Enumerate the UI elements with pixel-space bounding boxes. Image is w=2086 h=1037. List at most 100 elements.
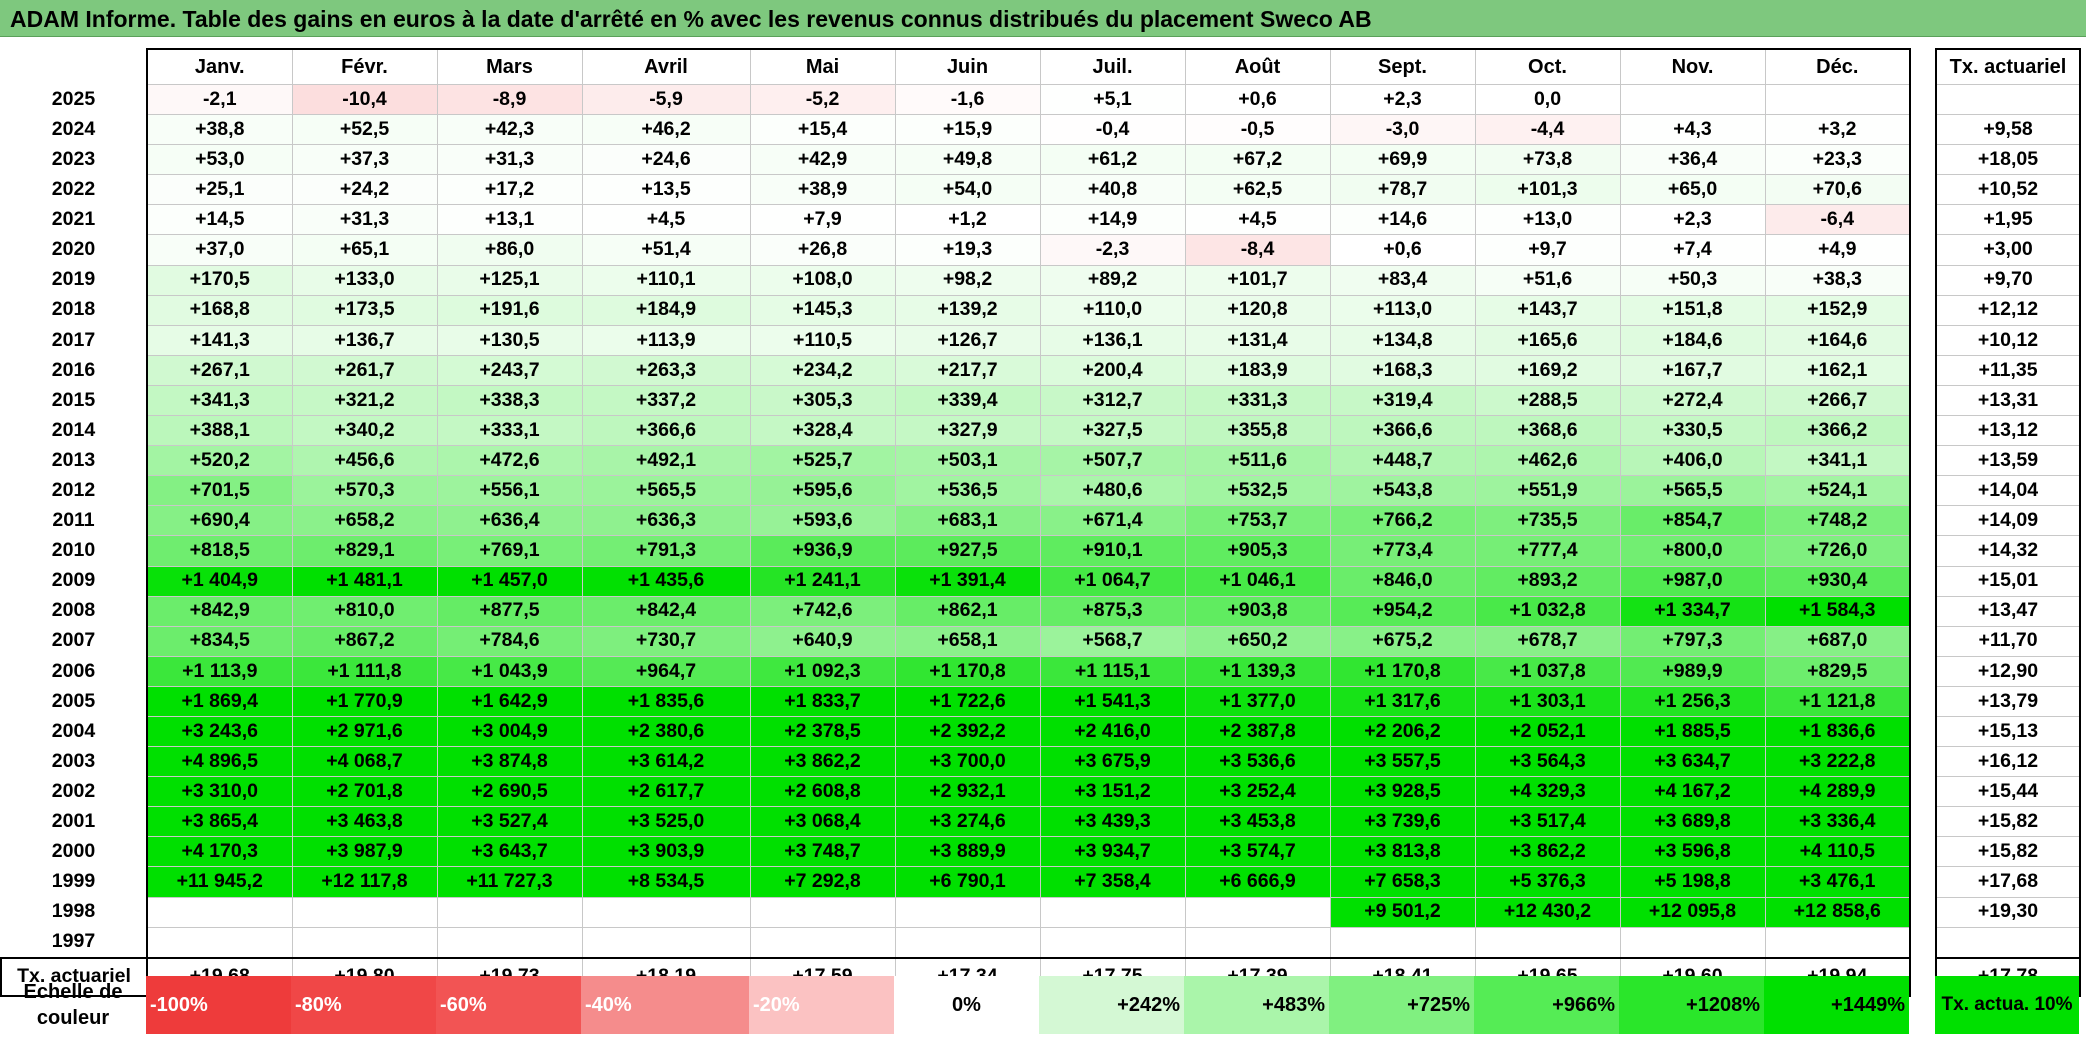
- gain-cell: [436, 896, 583, 928]
- table-row: 2007 +834,5 +867,2 +784,6 +730,7 +640,9 +658,1…: [1, 625, 2081, 657]
- gain-cell: +730,7: [581, 625, 751, 657]
- gain-cell: +8 534,5: [581, 866, 751, 898]
- annual-rate-cell: +9,58: [1935, 114, 2081, 146]
- annual-rate-cell: +13,12: [1935, 415, 2081, 447]
- month-header: Sept.: [1329, 48, 1476, 85]
- gain-cell: +766,2: [1329, 505, 1476, 537]
- gain-cell: +169,2: [1474, 354, 1621, 386]
- year-label: 2010: [51, 539, 96, 562]
- gain-cell: +101,3: [1474, 174, 1621, 206]
- gain-cell: +462,6: [1474, 445, 1621, 477]
- gain-cell: -0,5: [1184, 114, 1331, 146]
- gain-cell: +1 170,8: [894, 655, 1041, 687]
- gain-cell: +217,7: [894, 354, 1041, 386]
- gain-cell: +3 525,0: [581, 806, 751, 838]
- annual-rate-cell: +1,95: [1935, 204, 2081, 236]
- year-label: 2023: [51, 147, 96, 170]
- year-label: 2009: [51, 569, 96, 592]
- table-row: 2011 +690,4 +658,2 +636,4 +636,3 +593,6 +683,1…: [1, 505, 2081, 537]
- gain-cell: [291, 926, 438, 959]
- gain-cell: +3 643,7: [436, 836, 583, 868]
- gain-cell: +7 292,8: [749, 866, 896, 898]
- table-row: 2000 +4 170,3 +3 987,9 +3 643,7 +3 903,9 +3 7…: [1, 836, 2081, 868]
- gain-cell: +3 862,2: [1474, 836, 1621, 868]
- gain-cell: +524,1: [1764, 475, 1911, 507]
- gain-cell: +748,2: [1764, 505, 1911, 537]
- gain-cell: +797,3: [1619, 625, 1766, 657]
- gain-cell: +1 481,1: [291, 565, 438, 597]
- gain-cell: +800,0: [1619, 535, 1766, 567]
- table-row: 2012 +701,5 +570,3 +556,1 +565,5 +595,6 +536,5…: [1, 475, 2081, 507]
- spacer: [1910, 265, 1936, 296]
- gain-cell: +2 971,6: [291, 715, 438, 748]
- gain-cell: +448,7: [1329, 445, 1476, 477]
- gain-cell: +1 037,8: [1474, 655, 1621, 687]
- gain-cell: +480,6: [1039, 475, 1186, 507]
- gain-cell: +1 064,7: [1039, 565, 1186, 597]
- annual-rate-cell: +13,79: [1935, 685, 2081, 717]
- gain-cell: +2 416,0: [1039, 715, 1186, 748]
- spacer: [1910, 114, 1936, 145]
- spacer: [1910, 957, 1936, 996]
- gain-cell: +690,4: [146, 505, 293, 537]
- gain-cell: +330,5: [1619, 415, 1766, 447]
- gain-cell: +987,0: [1619, 565, 1766, 597]
- gain-cell: +51,6: [1474, 264, 1621, 296]
- scale-swatch: +242%: [1039, 976, 1184, 1034]
- gain-cell: +46,2: [581, 114, 751, 146]
- gain-cell: +243,7: [436, 354, 583, 386]
- gain-cell: +1 092,3: [749, 655, 896, 687]
- gain-cell: +7,9: [749, 204, 896, 236]
- annual-rate-cell: +14,32: [1935, 535, 2081, 567]
- month-header: Août: [1184, 48, 1331, 85]
- gain-cell: +65,0: [1619, 174, 1766, 206]
- table-row: 2009 +1 404,9 +1 481,1 +1 457,0 +1 435,6 +1 2…: [1, 565, 2081, 597]
- gain-cell: +834,5: [146, 625, 293, 657]
- gain-cell: +1 111,8: [291, 655, 438, 687]
- gain-cell: +2 387,8: [1184, 715, 1331, 748]
- gain-cell: +136,7: [291, 324, 438, 356]
- spacer: [1910, 505, 1936, 536]
- gain-cell: +875,3: [1039, 595, 1186, 627]
- gain-cell: +769,1: [436, 535, 583, 567]
- gain-cell: +261,7: [291, 354, 438, 386]
- gain-cell: +556,1: [436, 475, 583, 507]
- gain-cell: +388,1: [146, 415, 293, 447]
- annual-rate-cell: +10,52: [1935, 174, 2081, 206]
- gain-cell: +854,7: [1619, 505, 1766, 537]
- gain-cell: +1 642,9: [436, 685, 583, 717]
- gain-cell: +862,1: [894, 595, 1041, 627]
- spacer: [1910, 746, 1936, 777]
- table-row: 2005 +1 869,4 +1 770,9 +1 642,9 +1 835,6 +1 8…: [1, 685, 2081, 717]
- gain-cell: +305,3: [749, 384, 896, 417]
- gain-cell: +1,2: [894, 204, 1041, 236]
- gain-cell: +726,0: [1764, 535, 1911, 567]
- spacer: [1910, 716, 1936, 747]
- gain-cell: +1 869,4: [146, 685, 293, 717]
- gain-cell: +3 862,2: [749, 746, 896, 778]
- spacer: [1910, 295, 1936, 326]
- gain-cell: +1 303,1: [1474, 685, 1621, 717]
- annual-rate-cell: +13,59: [1935, 445, 2081, 477]
- spacer: [1910, 49, 1936, 85]
- gain-cell: +1 457,0: [436, 565, 583, 597]
- annual-rate-cell: [1935, 83, 2081, 116]
- gain-cell: +31,3: [436, 144, 583, 176]
- gain-cell: +110,5: [749, 324, 896, 356]
- spacer: [1910, 445, 1936, 476]
- gain-cell: +337,2: [581, 384, 751, 417]
- gain-cell: +168,8: [146, 294, 293, 326]
- gain-cell: +658,1: [894, 625, 1041, 657]
- gain-cell: +2 206,2: [1329, 715, 1476, 748]
- scale-swatch: -20%: [749, 976, 894, 1034]
- table-row: 2001 +3 865,4 +3 463,8 +3 527,4 +3 525,0 +3 0…: [1, 806, 2081, 838]
- table-row: 2017 +141,3 +136,7 +130,5 +113,9 +110,5 +126,7…: [1, 324, 2081, 356]
- gain-cell: +42,3: [436, 114, 583, 146]
- scale-swatch: +725%: [1329, 976, 1474, 1034]
- gain-cell: -0,4: [1039, 114, 1186, 146]
- gain-cell: +4,5: [581, 204, 751, 236]
- gain-cell: +4,3: [1619, 114, 1766, 146]
- gain-cell: +3 813,8: [1329, 836, 1476, 868]
- gain-cell: +272,4: [1619, 384, 1766, 417]
- gain-cell: +1 256,3: [1619, 685, 1766, 717]
